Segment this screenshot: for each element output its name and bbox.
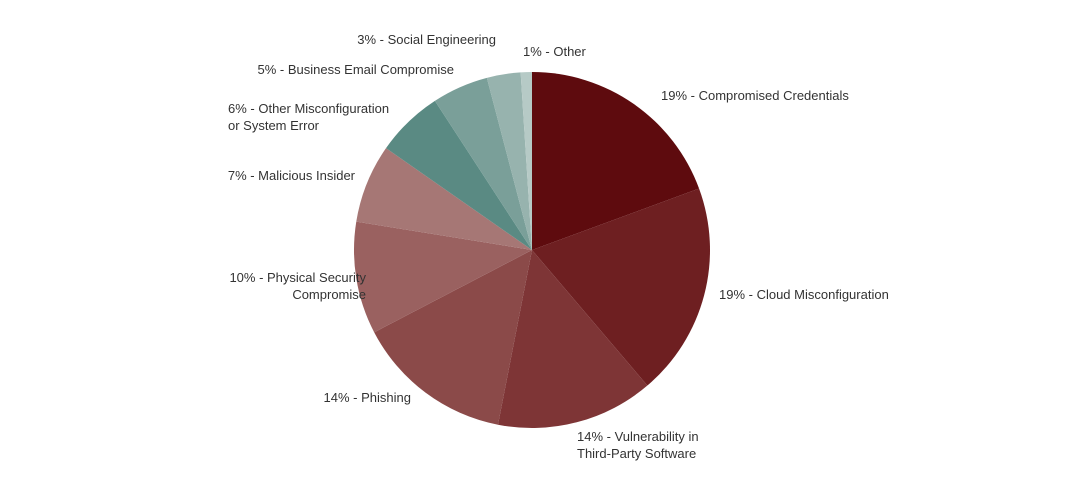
pie-label-5: 7% - Malicious Insider [228,168,356,183]
pie-label-6: 6% - Other Misconfiguration or System Err… [228,101,389,133]
pie-slice-4 [353,221,532,333]
pie-label-2: 14% - Vulnerability in Third-Party Softwa… [577,429,699,461]
pie-label-1: 19% - Cloud Misconfiguration [719,287,889,302]
pie-slice-7 [434,77,532,250]
pie-slice-0 [532,72,700,250]
pie-slices [353,72,711,429]
pie-label-3: 14% - Phishing [324,390,411,405]
pie-label-4: 10% - Physical Security Compromise [229,270,366,302]
pie-slice-1 [532,188,711,386]
pie-label-7: 5% - Business Email Compromise [257,62,454,77]
pie-label-9: 1% - Other [523,44,587,59]
pie-slice-5 [356,148,532,250]
pie-slice-3 [374,250,532,425]
pie-slice-2 [497,250,648,429]
pie-slice-6 [386,100,532,250]
pie-labels: 19% - Compromised Credentials 19% - Cloud… [228,32,889,461]
pie-slice-9 [520,72,532,250]
pie-label-8: 3% - Social Engineering [357,32,496,47]
pie-slice-8 [486,72,532,251]
pie-label-0: 19% - Compromised Credentials [661,88,849,103]
